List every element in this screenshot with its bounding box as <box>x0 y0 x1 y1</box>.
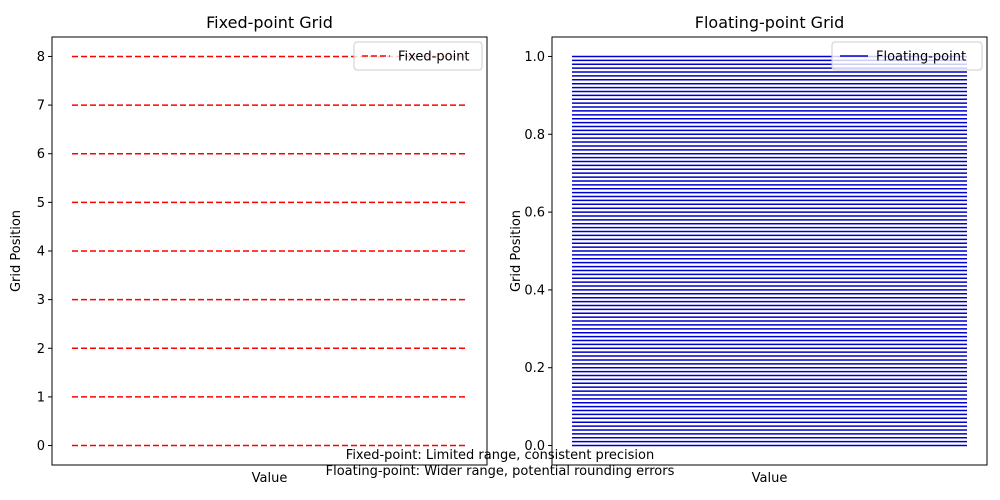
fixed-point-ytick-label: 0 <box>37 439 45 454</box>
legend-label: Fixed-point <box>398 50 470 65</box>
fixed-point-ytick-label: 8 <box>37 50 45 65</box>
floating-point-legend: Floating-point <box>831 41 983 71</box>
legend-box <box>831 41 983 71</box>
caption-fixed-point: Fixed-point: Limited range, consistent p… <box>345 448 655 463</box>
fixed-point-ytick-label: 1 <box>37 390 45 405</box>
floating-point-ytick-label: 0.8 <box>524 128 545 143</box>
fixed-point-xlabel: Value <box>252 471 288 486</box>
floating-point-series <box>572 55 967 447</box>
fixed-point-panel: Fixed-point Grid 0 1 2 3 4 5 6 7 8 Value Grid Posit… <box>9 13 488 486</box>
fixed-point-ytick-label: 3 <box>37 293 45 308</box>
floating-point-ytick-label: 1.0 <box>524 50 545 65</box>
floating-point-panel: Floating-point Grid 0.0 0.2 0.4 0.6 0.8 1.0 Val… <box>509 13 988 486</box>
floating-point-xlabel: Value <box>752 471 788 486</box>
fixed-point-series <box>72 55 467 447</box>
fixed-point-ytick-label: 6 <box>37 147 45 162</box>
legend-label: Floating-point <box>876 50 966 65</box>
fixed-point-legend: Fixed-point <box>353 41 483 71</box>
legend-box <box>353 41 483 71</box>
fixed-point-ytick-label: 5 <box>37 196 45 211</box>
floating-point-ytick-label: 0.0 <box>524 439 545 454</box>
fixed-point-ytick-label: 4 <box>37 245 45 260</box>
floating-point-ytick-label: 0.4 <box>524 283 545 298</box>
fixed-point-ylabel: Grid Position <box>9 210 24 292</box>
floating-point-axes-frame <box>551 36 988 466</box>
floating-point-ytick-label: 0.6 <box>524 206 545 221</box>
fixed-point-ytick-label: 2 <box>37 342 45 357</box>
floating-point-title: Floating-point Grid <box>695 13 845 32</box>
fixed-point-title: Fixed-point Grid <box>206 13 333 32</box>
floating-point-ylabel: Grid Position <box>509 210 524 292</box>
caption-floating-point: Floating-point: Wider range, potential r… <box>325 464 675 479</box>
floating-point-ytick-label: 0.2 <box>524 361 545 376</box>
fixed-point-ytick-label: 7 <box>37 99 45 114</box>
